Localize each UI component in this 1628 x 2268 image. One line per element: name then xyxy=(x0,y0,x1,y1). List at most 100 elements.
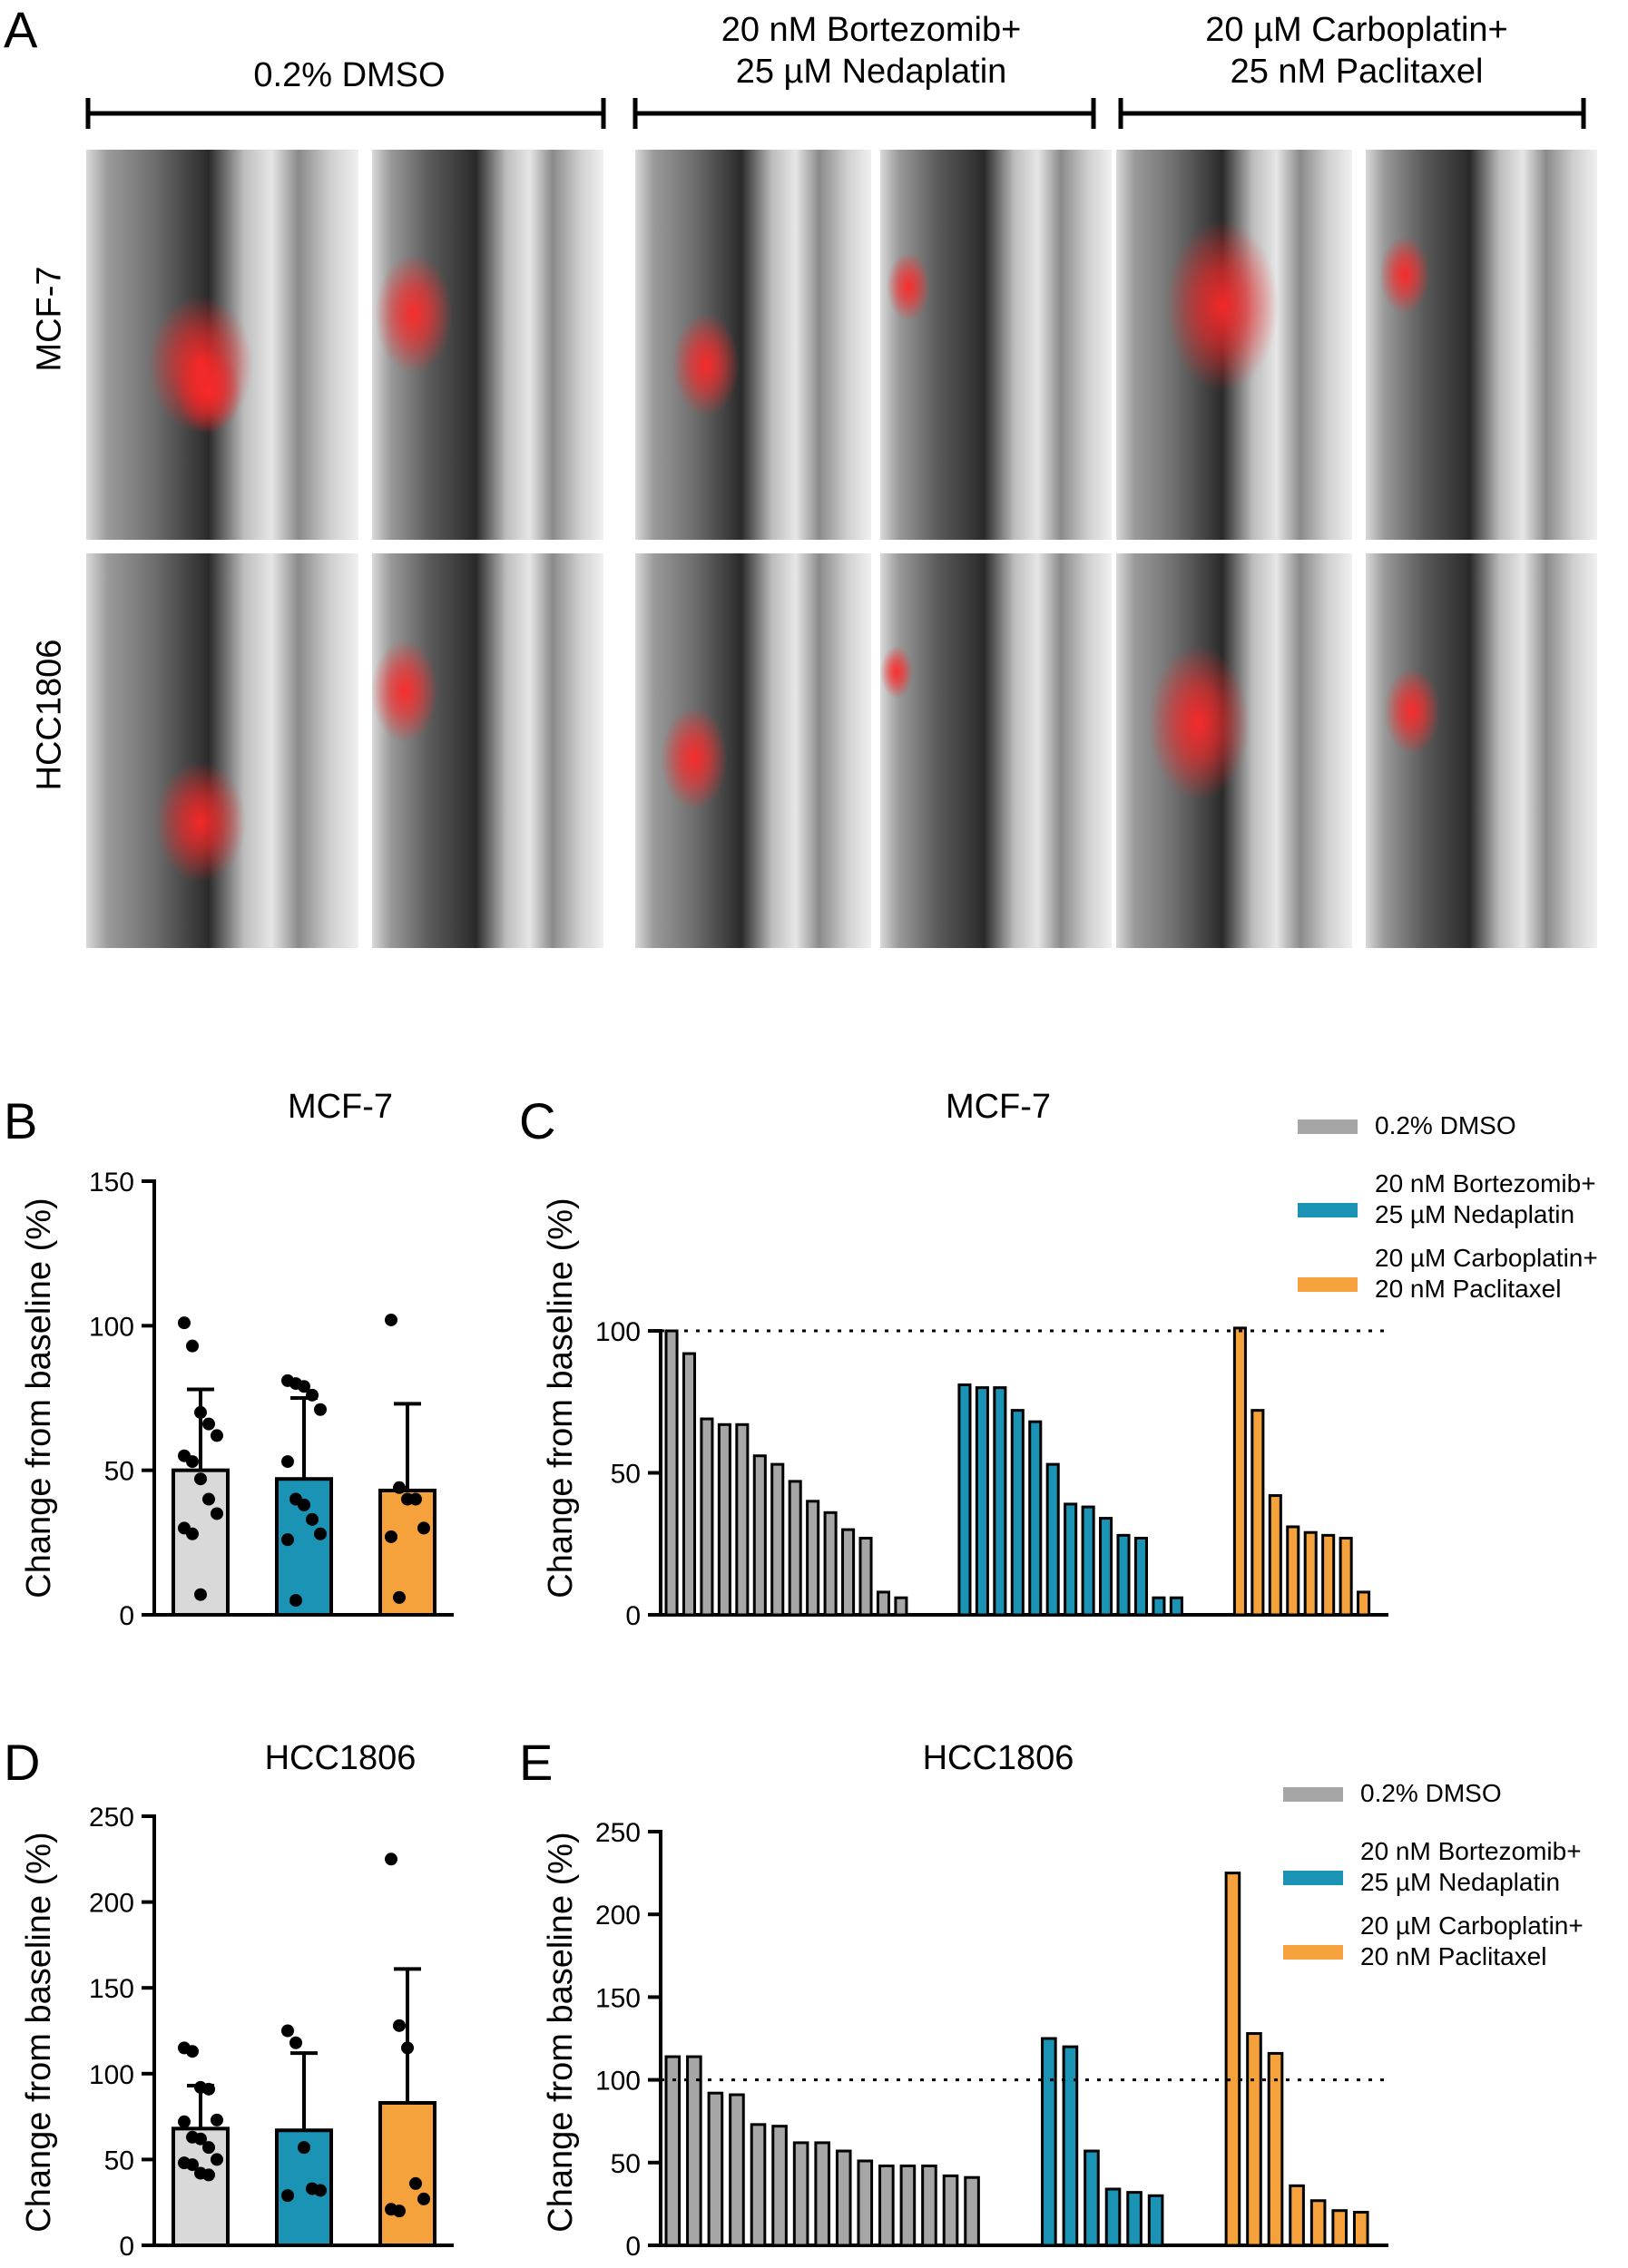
data-point xyxy=(306,1388,319,1402)
group-label-carboplatin-line2: 25 nM Paclitaxel xyxy=(1230,53,1484,91)
group-label-bortezomib: 20 nM Bortezomib+ 25 µM Nedaplatin xyxy=(635,9,1107,93)
chart-title: HCC1806 xyxy=(265,1739,417,1777)
waterfall-bar xyxy=(835,2149,852,2247)
legend-swatch-bortezomib xyxy=(1283,1871,1343,1885)
data-point xyxy=(409,1492,422,1506)
panel-letter-b: B xyxy=(4,1092,37,1149)
waterfall-bar xyxy=(1099,1517,1113,1617)
data-point xyxy=(211,1429,223,1442)
y-tick-label: 250 xyxy=(89,1803,134,1833)
group-label-carboplatin-line1: 20 µM Carboplatin+ xyxy=(1205,11,1508,49)
group-label-dmso-line1: 0.2% DMSO xyxy=(253,56,446,94)
data-point xyxy=(194,1472,207,1486)
data-point xyxy=(393,2019,406,2032)
y-tick-label: 250 xyxy=(595,1818,641,1848)
data-point xyxy=(194,1588,207,1601)
y-tick-label: 0 xyxy=(119,2232,134,2262)
waterfall-bar xyxy=(1352,2211,1369,2247)
y-axis-label: Change from baseline (%) xyxy=(20,1832,58,2232)
legend-label-bortezomib-line1: 20 nM Bortezomib+ xyxy=(1375,1169,1596,1198)
waterfall-bar xyxy=(686,2055,702,2247)
legend-swatch-dmso xyxy=(1283,1787,1343,1802)
y-tick-label: 50 xyxy=(611,1460,641,1490)
zebrafish-image xyxy=(1116,150,1352,540)
y-tick-label: 100 xyxy=(595,2067,641,2097)
panel-letter-c: C xyxy=(519,1092,555,1149)
legend-label-carboplatin-line1: 20 µM Carboplatin+ xyxy=(1375,1244,1598,1272)
panel-letter-a: A xyxy=(4,1,38,58)
waterfall-bar xyxy=(1133,1536,1149,1617)
data-point xyxy=(289,2036,302,2049)
waterfall-bar xyxy=(1268,1494,1282,1617)
waterfall-bar xyxy=(823,1510,838,1617)
waterfall-bar xyxy=(899,2164,917,2247)
waterfall-bar xyxy=(1028,1420,1043,1617)
zebrafish-image xyxy=(372,150,603,540)
legend-label-bortezomib-line1: 20 nM Bortezomib+ xyxy=(1360,1837,1582,1865)
waterfall-bar xyxy=(1062,2045,1079,2247)
group-brackets xyxy=(85,98,1586,129)
waterfall-bar xyxy=(664,2055,682,2247)
waterfall-bar xyxy=(806,1500,820,1617)
mean-bar xyxy=(378,1488,436,1618)
waterfall-bar xyxy=(921,2164,937,2247)
group-label-dmso: 0.2% DMSO xyxy=(91,54,608,96)
waterfall-bar xyxy=(717,1422,731,1617)
data-point xyxy=(298,1498,310,1511)
waterfall-bar xyxy=(1232,1326,1247,1617)
data-point xyxy=(298,1380,310,1393)
legend-swatch-dmso xyxy=(1298,1119,1358,1134)
data-point xyxy=(401,2041,414,2055)
waterfall-bar xyxy=(841,1528,856,1617)
data-point xyxy=(306,1512,319,1526)
y-tick-label: 200 xyxy=(595,1901,641,1931)
waterfall-bar xyxy=(814,2141,830,2247)
data-point xyxy=(194,1405,207,1419)
waterfall-bar xyxy=(1152,1596,1166,1617)
zebrafish-image xyxy=(1116,553,1352,948)
panel-letter-d: D xyxy=(4,1734,40,1791)
waterfall-bar xyxy=(1104,2187,1122,2247)
group-label-carboplatin: 20 µM Carboplatin+ 25 nM Paclitaxel xyxy=(1116,9,1597,93)
zebrafish-image xyxy=(880,150,1112,540)
waterfall-bar xyxy=(1357,1590,1371,1617)
y-tick-label: 50 xyxy=(104,1457,134,1487)
waterfall-bar xyxy=(1246,2032,1262,2247)
data-point xyxy=(211,2153,223,2166)
data-point xyxy=(314,1527,327,1540)
data-point xyxy=(281,1455,294,1469)
waterfall-bar xyxy=(788,1480,802,1617)
zebrafish-image xyxy=(372,553,603,948)
data-point xyxy=(385,1530,397,1543)
data-point xyxy=(202,1492,215,1506)
data-point xyxy=(281,1533,294,1547)
data-point xyxy=(314,2184,327,2197)
waterfall-bar xyxy=(964,2175,980,2247)
waterfall-bar xyxy=(942,2174,959,2247)
waterfall-bar xyxy=(770,1462,785,1617)
waterfall-bar xyxy=(1010,1409,1025,1617)
y-tick-label: 100 xyxy=(89,1312,134,1342)
waterfall-bar xyxy=(735,1422,750,1617)
y-tick-label: 100 xyxy=(595,1317,641,1347)
legend-swatch-carboplatin xyxy=(1298,1277,1358,1292)
waterfall-bar xyxy=(1224,1872,1241,2247)
y-axis-label: Change from baseline (%) xyxy=(542,1198,580,1598)
y-tick-label: 200 xyxy=(89,1889,134,1919)
y-axis-label: Change from baseline (%) xyxy=(542,1832,580,2232)
y-tick-label: 100 xyxy=(89,2060,134,2090)
y-tick-label: 0 xyxy=(625,2232,641,2262)
data-point xyxy=(281,2189,294,2203)
waterfall-bar xyxy=(1084,2149,1100,2247)
data-point xyxy=(186,2158,199,2172)
data-point xyxy=(186,1527,199,1540)
waterfall-bar xyxy=(975,1386,989,1617)
waterfall-bar xyxy=(1147,2194,1164,2247)
y-tick-label: 0 xyxy=(625,1601,641,1631)
y-tick-label: 150 xyxy=(89,1168,134,1198)
waterfall-bar xyxy=(1339,1536,1353,1617)
waterfall-bar xyxy=(1045,1462,1060,1617)
waterfall-bar xyxy=(957,1383,972,1617)
waterfall-bar xyxy=(1331,2209,1348,2247)
data-point xyxy=(178,2115,191,2128)
